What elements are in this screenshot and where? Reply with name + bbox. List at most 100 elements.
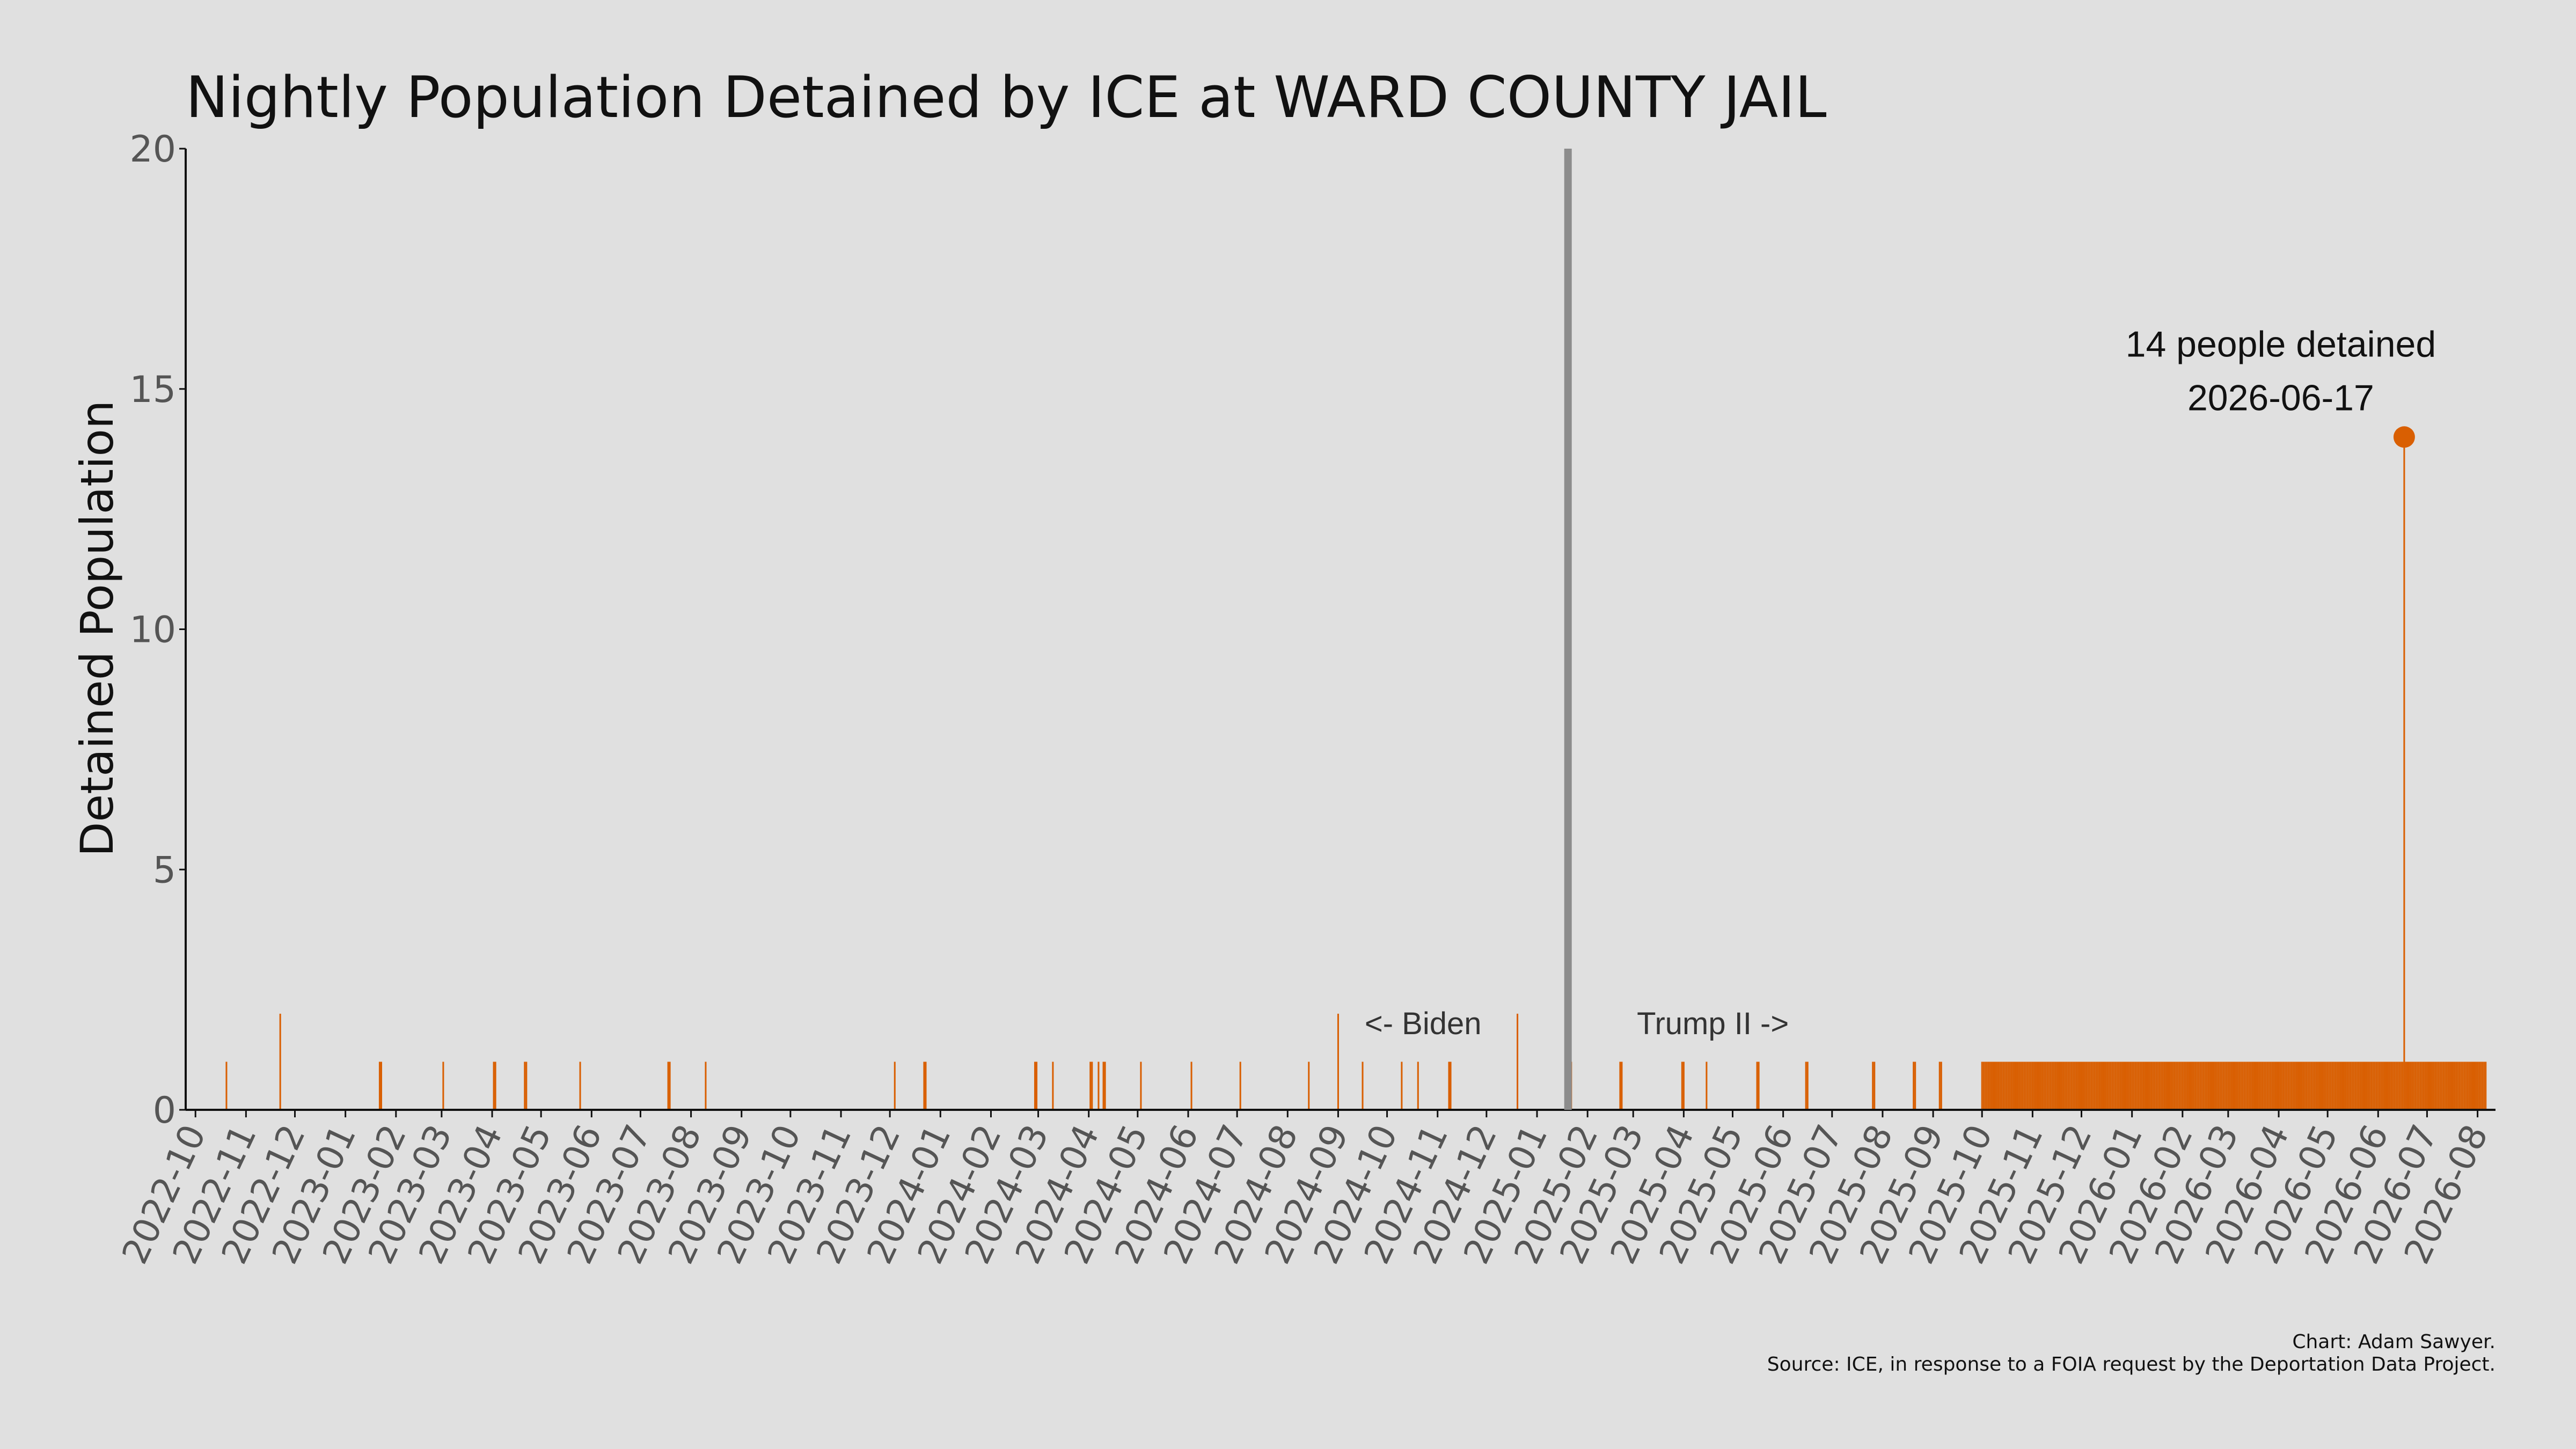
bar-2026-07-09: [2439, 1062, 2441, 1110]
bar-2026-07-31: [2475, 1062, 2477, 1110]
bar-2025-11-16: [2056, 1062, 2058, 1110]
bar-2026-06-08: [2389, 1062, 2391, 1110]
bar-2026-01-22: [2165, 1062, 2167, 1110]
bar-2026-04-03: [2281, 1062, 2283, 1110]
bar-2026-03-29: [2273, 1062, 2275, 1110]
bar-2025-12-13: [2100, 1062, 2102, 1110]
bar-2025-11-21: [2064, 1062, 2066, 1110]
bar-2025-11-06: [2040, 1062, 2042, 1110]
bar-2026-07-26: [2467, 1062, 2469, 1110]
bar-2024-04-10: [1102, 1062, 1104, 1110]
bar-2026-02-23: [2218, 1062, 2220, 1110]
bar-2025-10-14: [2002, 1062, 2004, 1110]
bar-2026-01-06: [2139, 1062, 2141, 1110]
bar-2026-02-18: [2209, 1062, 2211, 1110]
bar-2026-02-09: [2194, 1062, 2197, 1110]
bar-2025-07-26: [1872, 1062, 1874, 1110]
bar-2026-07-06: [2434, 1062, 2436, 1110]
bar-2025-12-18: [2108, 1062, 2110, 1110]
bar-2026-05-24: [2364, 1062, 2366, 1110]
bar-2025-11-08: [2043, 1062, 2045, 1110]
bar-2026-05-31: [2375, 1062, 2377, 1110]
bar-2026-06-16: [2402, 1062, 2404, 1110]
bar-2026-05-06: [2334, 1062, 2337, 1110]
bar-2026-01-01: [2131, 1062, 2133, 1110]
chart-title: Nightly Population Detained by ICE at WA…: [186, 64, 1827, 130]
bar-2025-11-04: [2036, 1062, 2039, 1110]
bar-2026-01-05: [2138, 1062, 2140, 1110]
bar-2023-12-22: [923, 1062, 925, 1110]
bar-2026-05-04: [2331, 1062, 2333, 1110]
bar-2024-04-03: [1091, 1062, 1093, 1110]
bar-2026-07-20: [2457, 1062, 2459, 1110]
bar-2026-01-04: [2136, 1062, 2138, 1110]
bar-2025-10-12: [1999, 1062, 2001, 1110]
bar-2026-03-07: [2237, 1062, 2239, 1110]
bar-2025-10-17: [2007, 1062, 2009, 1110]
bar-2025-12-26: [2121, 1062, 2123, 1110]
bar-2025-11-30: [2079, 1062, 2081, 1110]
bar-2026-03-09: [2240, 1062, 2242, 1110]
bar-2026-01-02: [2133, 1062, 2135, 1110]
bar-2023-04-22: [525, 1062, 528, 1110]
bar-2025-11-09: [2045, 1062, 2047, 1110]
bar-2024-11-08: [1448, 1062, 1450, 1110]
bar-2026-06-21: [2410, 1062, 2412, 1110]
bar-2026-07-18: [2454, 1062, 2456, 1110]
bar-2025-12-19: [2110, 1062, 2112, 1110]
bar-2026-01-11: [2147, 1062, 2149, 1110]
y-tick-label-5: 5: [153, 849, 176, 891]
bar-2026-02-01: [2182, 1062, 2184, 1110]
bar-2026-04-14: [2299, 1062, 2301, 1110]
bar-2026-05-10: [2341, 1062, 2344, 1110]
bar-2026-04-17: [2304, 1062, 2306, 1110]
bar-2025-12-16: [2105, 1062, 2107, 1110]
y-tick-label-0: 0: [153, 1089, 176, 1132]
bar-2025-11-20: [2062, 1062, 2065, 1110]
bar-2026-06-10: [2392, 1062, 2394, 1110]
bar-2026-01-16: [2155, 1062, 2157, 1110]
bar-2025-12-20: [2111, 1062, 2113, 1110]
bar-2026-01-28: [2175, 1062, 2177, 1110]
bar-2026-01-30: [2178, 1062, 2180, 1110]
bar-2026-03-06: [2235, 1062, 2237, 1110]
bar-2026-05-23: [2362, 1062, 2365, 1110]
bar-2026-05-30: [2374, 1062, 2376, 1110]
bar-2025-11-02: [2033, 1062, 2035, 1110]
bar-2026-05-09: [2339, 1062, 2341, 1110]
bar-2026-01-21: [2163, 1062, 2165, 1110]
bar-2025-07-27: [1874, 1062, 1876, 1110]
bar-2025-11-14: [2053, 1062, 2055, 1110]
bar-2025-11-11: [2048, 1062, 2050, 1110]
bar-2026-02-11: [2198, 1062, 2200, 1110]
bar-2023-07-19: [669, 1062, 671, 1110]
bar-2026-03-08: [2238, 1062, 2241, 1110]
bar-2026-04-18: [2306, 1062, 2308, 1110]
bar-2026-05-13: [2346, 1062, 2348, 1110]
bar-2025-12-06: [2089, 1062, 2091, 1110]
bar-2026-04-09: [2290, 1062, 2293, 1110]
bar-2025-04-15: [1706, 1062, 1708, 1110]
bar-2026-01-18: [2158, 1062, 2161, 1110]
bar-2025-11-25: [2070, 1062, 2073, 1110]
bar-2026-07-01: [2426, 1062, 2428, 1110]
bar-2026-06-15: [2400, 1062, 2402, 1110]
bar-2026-03-15: [2250, 1062, 2252, 1110]
bar-2024-04-11: [1104, 1062, 1106, 1110]
biden-period-label: <- Biden: [1365, 1006, 1482, 1041]
trump-period-label: Trump II ->: [1637, 1006, 1789, 1041]
bar-2025-09-06: [1940, 1062, 1942, 1110]
bar-2026-05-16: [2351, 1062, 2353, 1110]
bar-2026-06-01: [2377, 1062, 2379, 1110]
bar-2025-10-10: [1996, 1062, 1998, 1110]
bar-2026-03-03: [2230, 1062, 2233, 1110]
bar-2024-05-03: [1140, 1062, 1142, 1110]
bar-2026-08-02: [2478, 1062, 2480, 1110]
bar-2026-07-29: [2471, 1062, 2473, 1110]
bar-2026-07-19: [2455, 1062, 2457, 1110]
bar-2025-11-18: [2059, 1062, 2061, 1110]
bar-2025-12-14: [2102, 1062, 2104, 1110]
bar-2026-02-26: [2222, 1062, 2224, 1110]
bar-2026-02-21: [2214, 1062, 2216, 1110]
bar-2026-07-03: [2429, 1062, 2432, 1110]
